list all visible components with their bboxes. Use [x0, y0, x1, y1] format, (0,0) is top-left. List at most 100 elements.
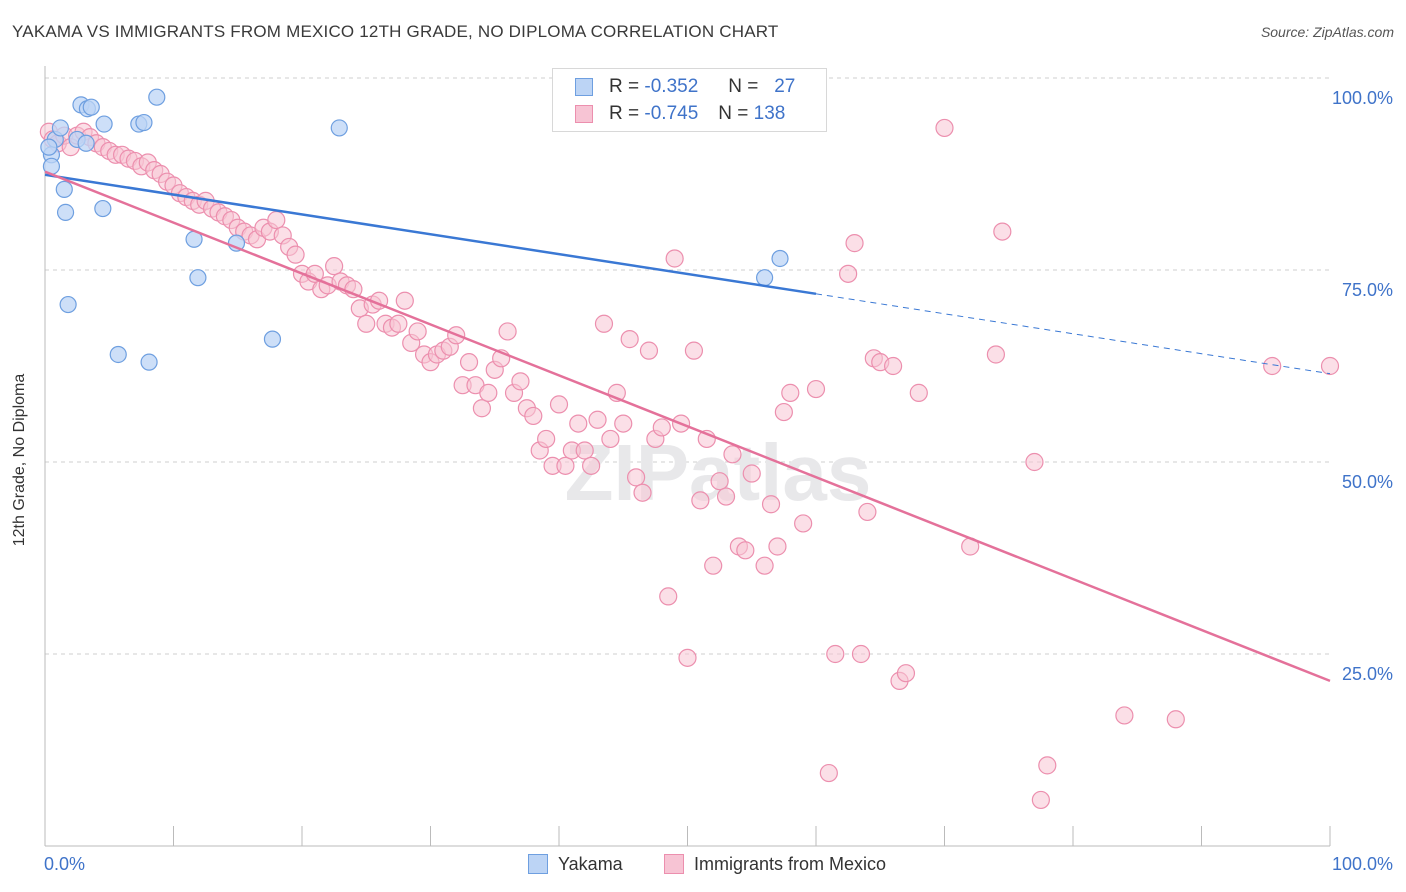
- mexico-point: [710, 472, 729, 491]
- yakama-legend-label: Yakama: [558, 853, 623, 874]
- mexico-point: [851, 644, 871, 664]
- mexico-point: [582, 456, 601, 475]
- mexico-point: [826, 644, 845, 664]
- yakama-point: [263, 330, 282, 348]
- mexico-point: [819, 763, 838, 783]
- legend-row-mexico: R = -0.745 N = 138: [575, 103, 785, 125]
- legend-item-mexico: Immigrants from Mexico: [664, 852, 886, 876]
- yakama-point: [140, 353, 158, 371]
- mexico-point: [267, 210, 286, 230]
- mexico-point: [883, 356, 903, 376]
- mexico-legend-label: Immigrants from Mexico: [694, 853, 887, 874]
- yakama-legend-swatch: [528, 854, 548, 874]
- mexico-point: [594, 314, 614, 333]
- mexico-point: [498, 322, 517, 341]
- mexico-point: [659, 587, 678, 606]
- legend-row-yakama: R = -0.352 N = 27: [575, 76, 795, 98]
- mexico-point: [704, 556, 723, 575]
- y-tick-label: 25.0%: [1342, 664, 1393, 684]
- yakama-point: [109, 345, 127, 364]
- yakama-point: [77, 134, 95, 152]
- mexico-point: [472, 399, 491, 418]
- n-value: 138: [753, 103, 786, 124]
- yakama-point: [55, 180, 73, 198]
- mexico-point: [626, 468, 646, 487]
- mexico-point: [909, 383, 928, 402]
- mexico-point: [1320, 356, 1340, 376]
- yakama-point: [95, 115, 113, 133]
- yakama-point: [40, 138, 58, 156]
- mexico-point: [614, 414, 633, 433]
- y-axis-label: 12th Grade, No Diploma: [11, 373, 28, 547]
- y-tick-label: 75.0%: [1342, 280, 1393, 300]
- mexico-point: [601, 429, 620, 449]
- mexico-point: [620, 330, 639, 349]
- r-value: -0.745: [644, 103, 699, 124]
- mexico-point: [395, 291, 414, 310]
- yakama-point: [59, 295, 77, 314]
- yakama-trend-line: [44, 173, 817, 296]
- mexico-point: [633, 483, 652, 502]
- mexico-point: [716, 487, 736, 506]
- r-label: R =: [609, 103, 640, 124]
- y-tick-label: 100.0%: [1332, 88, 1393, 108]
- mexico-point: [845, 234, 864, 253]
- gridlines: [45, 77, 1330, 655]
- mexico-point: [768, 537, 787, 556]
- mexico-legend-swatch: [664, 854, 684, 874]
- mexico-point: [325, 257, 344, 276]
- mexico-point: [588, 410, 607, 429]
- mexico-point: [723, 445, 742, 464]
- mexico-point: [781, 383, 800, 402]
- x-tick-label: 100.0%: [1332, 854, 1393, 874]
- mexico-point: [935, 118, 954, 138]
- n-label: N =: [728, 76, 759, 97]
- mexico-point: [1166, 710, 1185, 729]
- mexico-point: [1115, 706, 1134, 725]
- mexico-point: [408, 322, 427, 341]
- mexico-swatch: [575, 105, 593, 123]
- mexico-point: [549, 395, 569, 414]
- r-label: R =: [609, 76, 640, 97]
- yakama-point: [771, 249, 789, 268]
- tick-labels: 25.0% 50.0% 75.0% 100.0% 0.0% 100.0%: [44, 88, 1393, 874]
- mexico-point: [1025, 452, 1044, 472]
- mexico-point: [389, 314, 408, 333]
- mexico-point: [459, 353, 479, 372]
- mexico-trend-line: [44, 170, 1331, 683]
- y-tick-label: 50.0%: [1342, 472, 1393, 492]
- mexico-point: [691, 491, 710, 510]
- mexico-point: [357, 314, 376, 333]
- source-label: Source: ZipAtlas.com: [1260, 24, 1394, 40]
- yakama-point: [135, 113, 153, 132]
- mexico-point: [1263, 356, 1282, 376]
- mexico-point: [858, 502, 877, 522]
- mexico-point: [286, 245, 305, 264]
- yakama-point: [755, 269, 774, 287]
- mexico-point: [678, 648, 697, 667]
- mexico-point: [742, 464, 761, 483]
- yakama-point: [82, 98, 100, 116]
- yakama-point: [330, 119, 348, 137]
- mexico-point: [652, 418, 671, 437]
- mexico-point: [511, 372, 530, 391]
- mexico-point: [774, 402, 793, 422]
- mexico-point: [736, 541, 755, 560]
- data-points: [39, 68, 1340, 810]
- mexico-point: [794, 514, 813, 533]
- mexico-point: [537, 429, 556, 449]
- yakama-point: [189, 269, 207, 287]
- n-value: 27: [774, 76, 796, 97]
- yakama-point: [148, 88, 166, 106]
- axes: [44, 66, 1331, 847]
- yakama-point: [51, 119, 70, 137]
- mexico-point: [896, 664, 916, 683]
- mexico-point: [639, 341, 659, 360]
- mexico-point: [556, 456, 575, 475]
- mexico-point: [839, 264, 858, 283]
- mexico-point: [575, 441, 594, 460]
- mexico-point: [684, 341, 704, 360]
- mexico-point: [761, 495, 781, 514]
- yakama-point: [94, 199, 112, 218]
